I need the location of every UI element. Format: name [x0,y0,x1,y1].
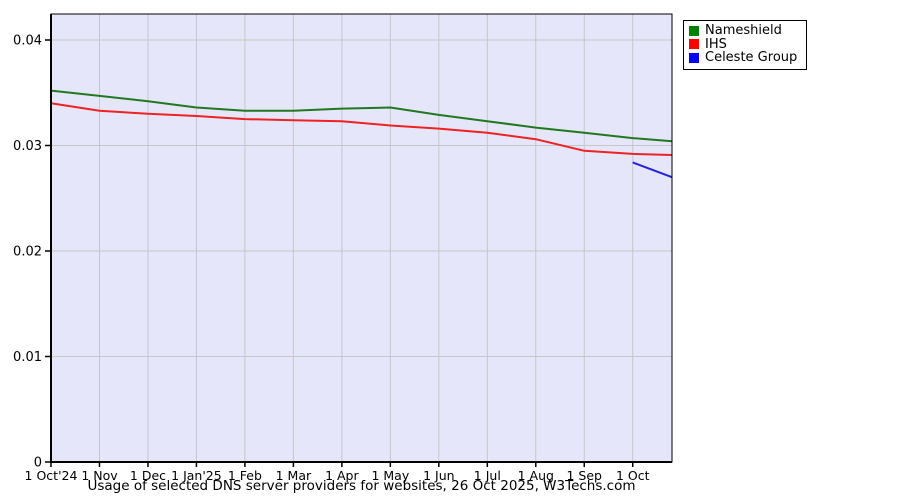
x-tick-label: 1 Feb [228,468,262,483]
y-tick-label: 0 [34,456,42,471]
legend-swatch-icon [689,25,699,36]
legend-item-label: Nameshield [705,23,782,38]
y-tick-label: 0.04 [13,34,42,49]
x-tick-label: 1 Apr [325,468,359,483]
series-line-celeste-group [632,161,673,179]
y-tick-label: 0.03 [13,139,42,154]
x-tick-label: 1 Oct [616,468,650,483]
x-tick-label: 1 Jul [474,468,501,483]
series-line-nameshield [50,89,673,143]
legend-item-label: Celeste Group [705,50,798,65]
legend-swatch-icon [689,52,699,63]
legend-item-label: IHS [705,36,727,52]
x-tick-label: 1 Oct'24 [25,468,78,483]
chart-title: Usage of selected DNS server providers f… [87,478,636,494]
x-tick-label: 1 Sep [567,468,603,483]
x-tick-label: 1 Jan'25 [171,468,222,483]
x-tick-label: 1 Aug [518,468,554,483]
legend: Nameshield IHS Celeste Group [683,20,808,70]
legend-item: Celeste Group [689,51,797,65]
y-tick-label: 0.01 [13,350,42,365]
x-tick-label: 1 May [371,468,409,483]
series-line-ihs [50,102,673,156]
plot-area [51,14,672,462]
x-tick-label: 1 Jun [423,468,454,483]
y-tick-label: 0.02 [13,245,42,260]
x-tick-label: 1 Dec [130,468,166,483]
x-tick-label: 1 Nov [81,468,118,483]
x-tick-label: 1 Mar [276,468,312,483]
legend-item: IHS [689,36,797,52]
legend-item: Nameshield [689,24,797,38]
legend-swatch-icon [689,39,699,50]
